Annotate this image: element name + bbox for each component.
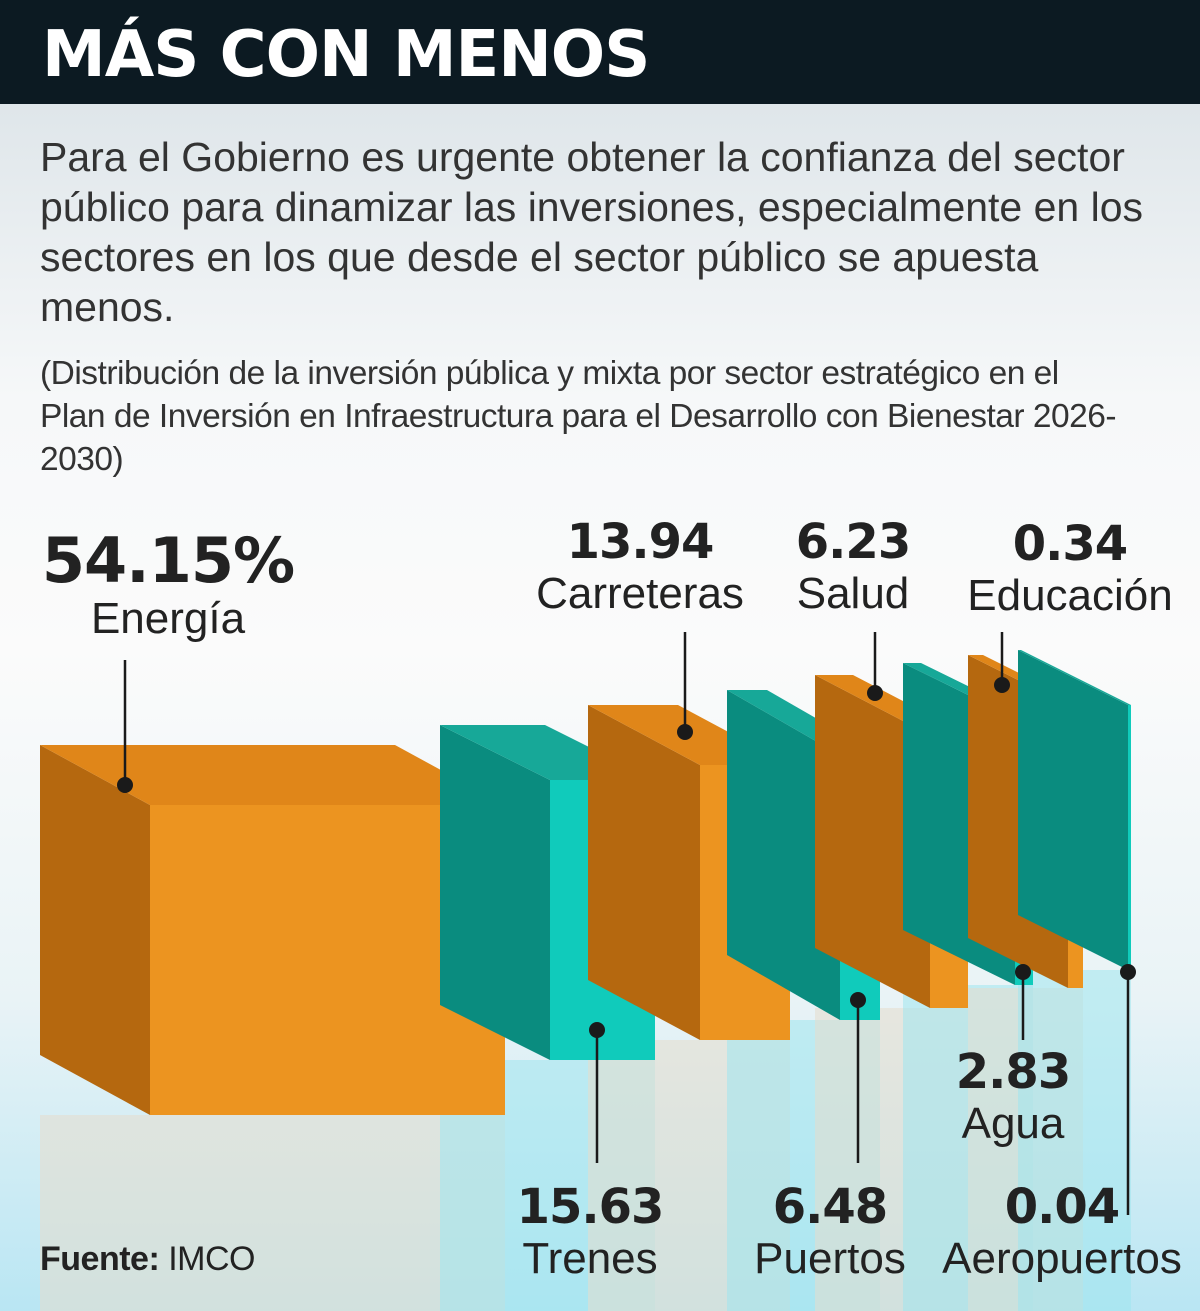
label-aeropuertos: 0.04 Aeropuertos [942,1180,1182,1284]
value-label: 0.34 [1012,516,1128,572]
leader-dot [1120,964,1136,980]
source-note: Fuente: IMCO [40,1240,256,1279]
category-label: Agua [961,1099,1065,1148]
category-label: Puertos [754,1234,906,1283]
bar-side-face [727,690,840,1020]
bar-reflection [1018,970,1131,1311]
label-puertos: 6.48 Puertos [754,1180,906,1284]
value-label: 6.48 [772,1179,888,1235]
bar-aeropuertos [1018,650,1131,970]
leader-dot [117,777,133,793]
bar-energía [40,745,505,1115]
label-agua: 2.83 Agua [955,1044,1071,1149]
bar-side-face [588,705,700,1040]
source-value: IMCO [168,1240,256,1278]
bar-side-face [1018,650,1128,970]
label-trenes: 15.63 Trenes [516,1179,665,1284]
leader-dot [677,724,693,740]
category-label: Energía [90,594,246,643]
bar-side-face [40,745,150,1115]
source-label: Fuente: [40,1240,160,1278]
value-label: 15.63 [516,1179,665,1235]
label-salud: 6.23 Salud [795,514,911,619]
bar-front-face [150,805,505,1115]
leader-dot [589,1022,605,1038]
page-title: MÁS CON MENOS [42,18,650,92]
bar-side-face [815,675,930,1008]
label-energia: 54.15% Energía [41,524,295,644]
label-carreteras: 13.94 Carreteras [536,515,744,619]
category-label: Carreteras [536,569,744,618]
bar-top-face [1018,650,1131,705]
leader-dot [1015,964,1031,980]
bar-reflection [40,1115,505,1311]
bar-side-face [440,725,550,1060]
leader-dot [994,677,1010,693]
value-label: 2.83 [955,1044,1071,1100]
value-label: 0.04 [1004,1179,1120,1235]
chart-subtitle: (Distribución de la inversión pública y … [40,355,1117,478]
category-label: Trenes [522,1234,658,1283]
intro-text: Para el Gobierno es urgente obtener la c… [40,134,1144,330]
value-label: 13.94 [566,514,715,570]
value-label: 6.23 [795,514,911,570]
category-label: Aeropuertos [942,1234,1182,1283]
category-label: Educación [967,571,1173,620]
value-label: 54.15% [41,524,295,597]
header-bar: MÁS CON MENOS [0,0,1200,104]
leader-dot [850,992,866,1008]
bar-front-face [1128,705,1131,970]
bar-top-face [40,745,505,805]
leader-dot [867,685,883,701]
label-educacion: 0.34 Educación [967,517,1172,621]
category-label: Salud [796,569,910,618]
